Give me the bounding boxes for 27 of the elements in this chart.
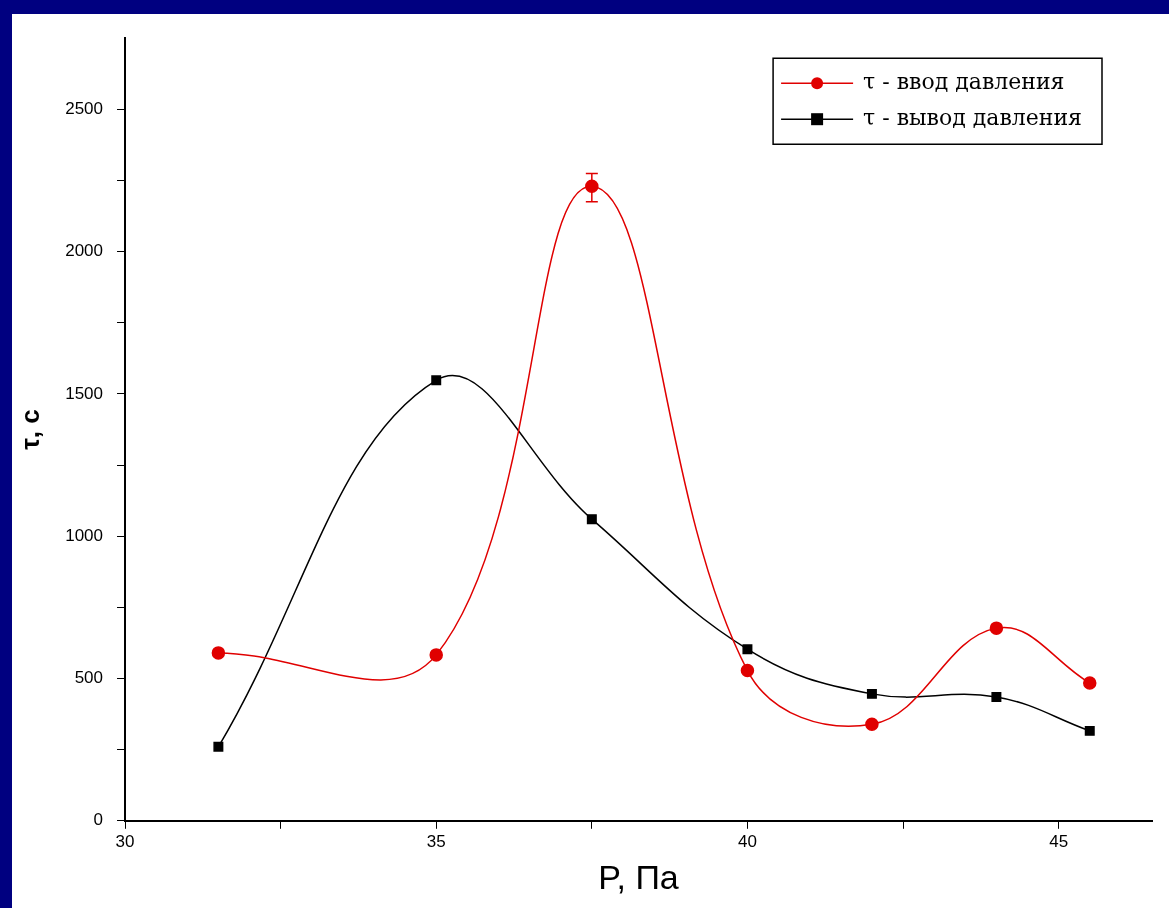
point <box>991 692 1002 702</box>
point <box>1084 725 1095 736</box>
legend-label: τ - ввод давления <box>863 68 1065 94</box>
x-axis-title: P, Па <box>598 857 679 896</box>
y-tick-label: 2000 <box>65 241 104 261</box>
y-tick-label: 2500 <box>65 99 104 119</box>
point <box>211 646 226 660</box>
x-tick-label: 40 <box>737 831 757 851</box>
x-tick-label: 30 <box>115 831 135 851</box>
point <box>989 621 1004 635</box>
y-tick-label: 500 <box>74 668 104 688</box>
point <box>213 741 224 752</box>
legend-label: τ - вывод давления <box>863 104 1082 130</box>
point <box>429 648 443 662</box>
x-tick-label: 45 <box>1049 831 1069 851</box>
y-tick-label: 1000 <box>65 525 104 545</box>
point <box>865 717 879 732</box>
point <box>866 688 877 699</box>
point <box>1083 676 1097 690</box>
point <box>586 514 597 525</box>
y-tick-label: 1500 <box>65 383 104 403</box>
y-tick-label: 0 <box>93 810 104 830</box>
point <box>740 663 755 678</box>
x-tick-label: 35 <box>426 831 446 851</box>
point <box>742 644 753 655</box>
y-axis-title: τ, с <box>14 409 45 450</box>
point <box>431 375 442 386</box>
